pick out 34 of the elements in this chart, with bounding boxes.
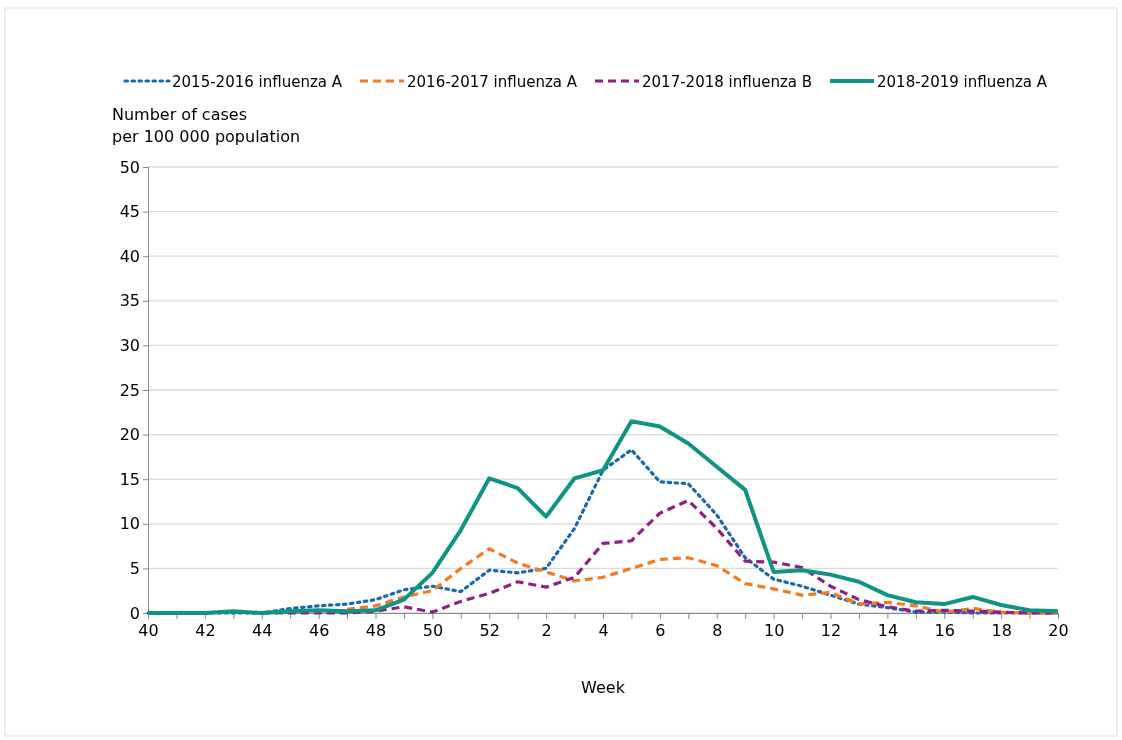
x-tick-label: 52 — [479, 621, 500, 641]
y-tick-label: 0 — [129, 603, 140, 623]
y-tick-label: 20 — [119, 425, 140, 445]
x-tick-label: 6 — [655, 621, 666, 641]
y-tick-label: 25 — [119, 380, 140, 400]
y-tick-label: 40 — [119, 246, 140, 266]
x-tick-label: 16 — [934, 621, 955, 641]
x-tick-label: 42 — [195, 621, 216, 641]
y-tick-label: 15 — [119, 469, 140, 489]
x-tick-label: 18 — [991, 621, 1012, 641]
x-tick-label: 46 — [308, 621, 330, 641]
y-tick-label: 10 — [119, 514, 140, 534]
y-tick-label: 35 — [119, 291, 140, 311]
legend-label: 2017-2018 influenza B — [642, 73, 813, 91]
x-tick-label: 14 — [877, 621, 899, 641]
legend-label: 2018-2019 influenza A — [877, 73, 1048, 91]
legend-label: 2015-2016 influenza A — [172, 73, 343, 91]
x-tick-label: 10 — [763, 621, 785, 641]
x-tick-label: 20 — [1048, 621, 1069, 641]
x-tick-label: 12 — [820, 621, 842, 641]
x-tick-label: 2 — [541, 621, 552, 641]
x-axis-title: Week — [581, 678, 626, 697]
y-tick-label: 30 — [119, 336, 140, 356]
y-axis-title: Number of cases per 100 000 population — [112, 105, 301, 146]
x-tick-label: 44 — [252, 621, 273, 641]
x-tick-label: 50 — [422, 621, 444, 641]
legend-label: 2016-2017 influenza A — [407, 73, 578, 91]
x-tick-label: 48 — [365, 621, 387, 641]
y-tick-label: 50 — [119, 157, 140, 177]
y-tick-label: 5 — [129, 559, 140, 579]
x-tick-label: 8 — [712, 621, 723, 641]
line-series — [345, 547, 1060, 615]
y-tick-label: 45 — [119, 202, 140, 222]
x-tick-label: 4 — [598, 621, 609, 641]
